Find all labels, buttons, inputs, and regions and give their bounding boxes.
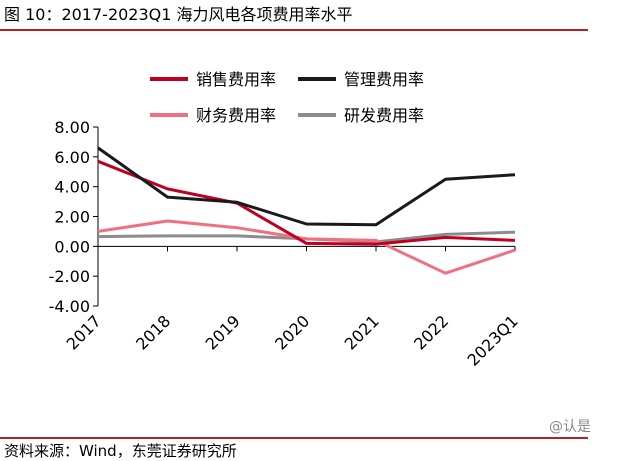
watermark: @认是 (549, 419, 591, 435)
series-line-1 (97, 159, 516, 246)
legend-label: 销售费用率 (196, 70, 276, 89)
y-tick-label: 4.00 (54, 178, 90, 197)
legend-label: 财务费用率 (196, 106, 276, 125)
legend-label: 管理费用率 (344, 70, 424, 89)
series-line-2 (97, 146, 516, 227)
y-tick-label: 0.00 (54, 237, 90, 256)
y-tick-label: -2.00 (49, 267, 90, 286)
bottom-divider (0, 437, 588, 439)
title-divider (0, 29, 588, 31)
x-tick-label: 2023Q1 (463, 311, 521, 369)
x-tick-label: 2018 (132, 311, 174, 353)
series-layer (97, 146, 516, 275)
x-tick-label: 2017 (63, 311, 105, 353)
y-tick-label: -4.00 (49, 297, 90, 316)
x-tick-label: 2021 (341, 311, 383, 353)
x-tick-label: 2019 (202, 311, 244, 353)
series-line-3 (97, 219, 516, 275)
y-tick-label: 2.00 (54, 208, 90, 227)
x-tick-label: 2020 (271, 311, 313, 353)
legend-label: 研发费用率 (344, 106, 424, 125)
x-tick-label: 2022 (410, 311, 452, 353)
source-note: 资料来源：Wind，东莞证券研究所 (4, 442, 237, 460)
y-tick-label: 6.00 (54, 148, 90, 167)
figure-title: 图 10：2017-2023Q1 海力风电各项费用率水平 (4, 5, 353, 24)
y-tick-label: 8.00 (54, 118, 90, 137)
